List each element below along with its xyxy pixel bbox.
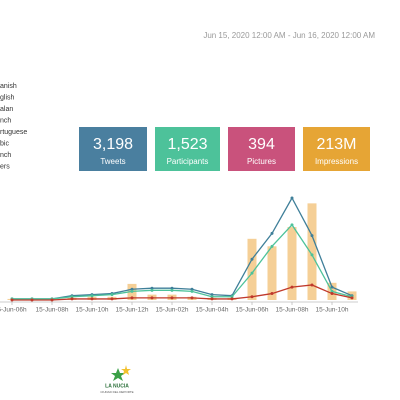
series-point [310,234,314,238]
series-point [170,288,174,292]
stat-value: 1,523 [167,136,207,153]
series-point [130,289,134,293]
series-point [70,297,74,301]
language-label: glish [0,94,15,101]
bar [307,203,317,300]
series-point [330,289,334,293]
stat-label: Pictures [247,157,276,166]
x-tick-label: 15-Jun-08h [276,307,309,314]
series-line [12,284,353,301]
stat-label: Participants [167,157,209,166]
stat-box [155,127,220,171]
series-point [210,297,214,301]
logo-tagline: CIUDAD DEL DEPORTE [100,390,133,394]
bar [247,238,257,300]
series-point [110,293,114,297]
stat-label: Impressions [315,157,358,166]
series-point [130,287,134,291]
language-label: ers [0,163,10,170]
stat-value: 3,198 [93,136,133,153]
x-tick-label: 15-Jun-04h [196,307,229,314]
x-tick-label: 15-Jun-08h [36,307,69,314]
series-point [50,298,54,302]
logo-star [111,368,125,381]
language-label: nch [0,152,11,159]
logo-name: LA NUCIA [105,383,129,389]
logo: LA NUCIA CIUDAD DEL DEPORTE [100,365,134,394]
series-point [230,297,234,301]
language-label: alan [0,106,13,113]
stat-box [303,127,370,171]
date-range[interactable]: Jun 15, 2020 12:00 AM - Jun 16, 2020 12:… [203,31,375,40]
series-point [70,295,74,299]
series-point [290,196,294,200]
stat-box [228,127,295,171]
series-point [150,286,154,290]
series-point [290,285,294,289]
series-point [30,298,34,302]
series-point [250,271,254,275]
x-tick-label: 5-Jun-06h [0,307,27,314]
series-point [170,286,174,290]
logo-star [121,365,131,375]
series-point [210,295,214,299]
series-point [90,297,94,301]
series-point [10,298,14,302]
series-point [330,292,334,296]
series-point [150,296,154,300]
series-point [350,296,354,300]
series-point [330,285,334,289]
bar [267,246,277,300]
language-label: rtuguese [0,129,27,136]
series-point [290,223,294,227]
series-point [110,297,114,301]
series-point [310,283,314,287]
stat-label: Tweets [100,157,125,166]
stat-value: 394 [248,136,275,153]
series-line [12,196,353,300]
series-point [190,289,194,293]
series-line [12,223,353,300]
series-point [270,231,274,235]
stat-value: 213M [316,136,356,153]
x-tick-label: 15-Jun-10h [76,307,109,314]
series-point [190,296,194,300]
series-point [270,244,274,248]
series-point [270,292,274,296]
series-point [190,287,194,291]
bar [287,226,297,300]
language-label: anish [0,83,17,90]
series-point [150,288,154,292]
stat-box [79,127,147,171]
x-tick-label: 15-Jun-02h [156,307,189,314]
series-point [90,294,94,298]
series-point [250,257,254,261]
series-point [230,295,234,299]
language-label: nch [0,117,11,124]
x-tick-label: 15-Jun-06h [236,307,269,314]
series-point [130,296,134,300]
x-tick-label: 15-Jun-12h [116,307,149,314]
language-label: bic [0,140,9,147]
series-point [310,253,314,257]
x-tick-label: 15-Jun-10h [316,307,349,314]
series-point [210,293,214,297]
series-point [170,296,174,300]
series-point [250,295,254,299]
